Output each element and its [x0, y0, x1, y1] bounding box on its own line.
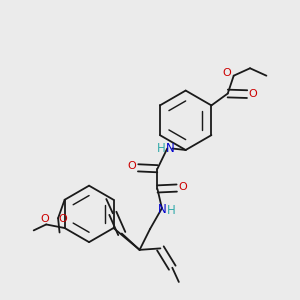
Text: N: N: [166, 142, 175, 155]
Text: O: O: [128, 161, 136, 171]
Text: O: O: [178, 182, 187, 192]
Text: N: N: [158, 203, 166, 216]
Text: O: O: [58, 214, 67, 224]
Text: H: H: [167, 204, 176, 217]
Text: O: O: [40, 214, 50, 224]
Text: H: H: [157, 142, 166, 155]
Text: O: O: [248, 89, 257, 99]
Text: O: O: [222, 68, 231, 78]
